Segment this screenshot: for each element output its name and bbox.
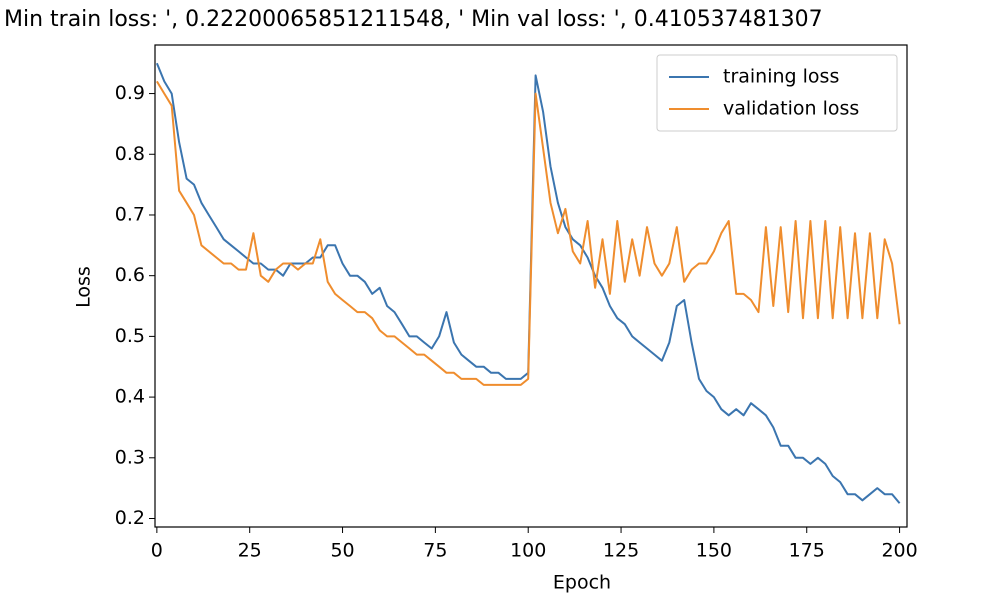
y-axis-label: Loss	[73, 266, 95, 308]
x-tick-label: 50	[330, 540, 354, 562]
y-tick-label: 0.5	[115, 325, 145, 347]
legend-label: validation loss	[723, 98, 859, 120]
y-tick-label: 0.4	[115, 386, 145, 408]
y-tick-label: 0.9	[115, 82, 145, 104]
legend-label: training loss	[723, 66, 839, 88]
y-tick-label: 0.3	[115, 446, 145, 468]
chart-title: Min train loss: ', 0.22200065851211548, …	[4, 7, 823, 32]
y-tick-label: 0.2	[115, 507, 145, 529]
x-axis-label: Epoch	[553, 572, 611, 594]
series-line	[156, 80, 901, 386]
y-tick-label: 0.8	[115, 143, 145, 165]
y-tick-label: 0.6	[115, 264, 145, 286]
legend-box	[656, 54, 898, 132]
x-tick-label: 200	[881, 540, 917, 562]
x-tick-label: 175	[789, 540, 825, 562]
x-tick-label: 25	[238, 540, 262, 562]
x-tick-label: 0	[151, 540, 163, 562]
x-tick-label: 75	[423, 540, 447, 562]
plot-frame	[154, 44, 908, 528]
x-tick-label: 100	[510, 540, 546, 562]
x-tick-label: 150	[696, 540, 732, 562]
x-tick-label: 125	[603, 540, 639, 562]
y-tick-label: 0.7	[115, 203, 145, 225]
